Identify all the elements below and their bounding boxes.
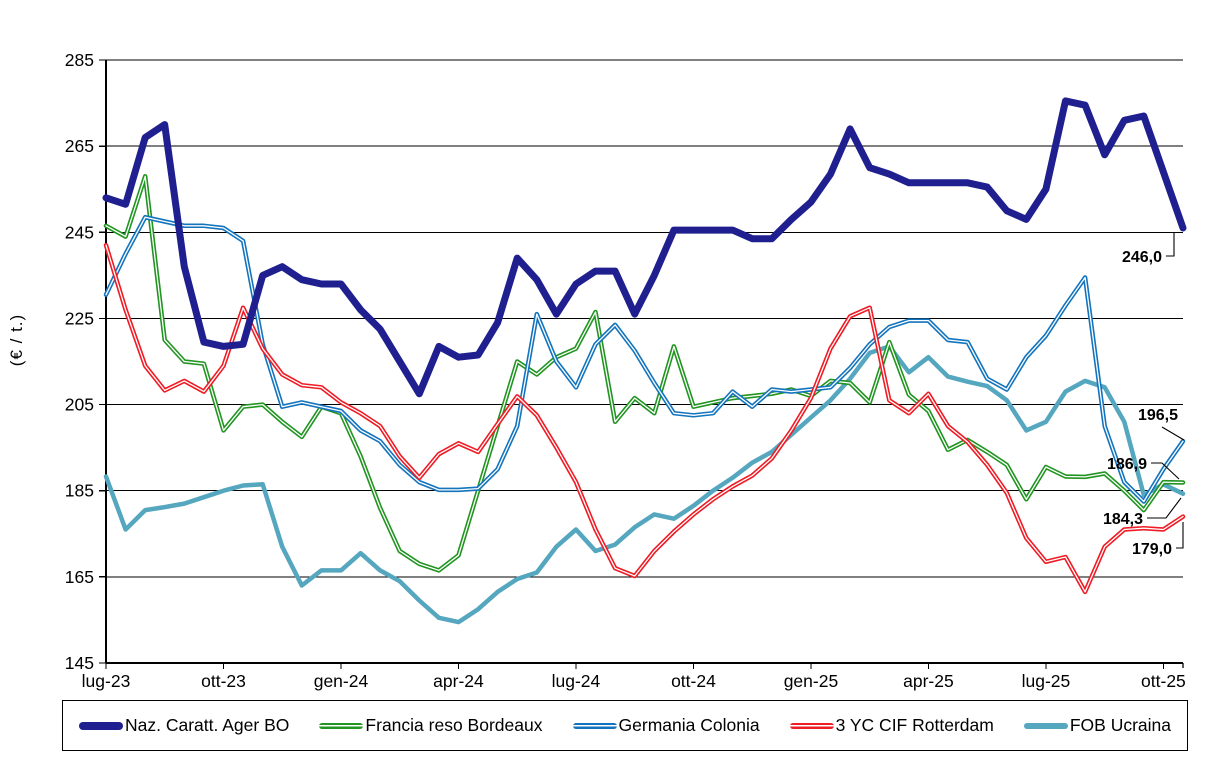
y-tick-label: 165 <box>65 567 94 587</box>
y-tick-label: 265 <box>65 136 94 156</box>
x-tick-label-apr-24: apr-24 <box>433 671 484 691</box>
end-label-leader-fob-ucraina <box>1147 497 1182 519</box>
legend-item-germania-colonia: Germania Colonia <box>572 715 760 736</box>
y-tick-label: 225 <box>65 308 94 328</box>
x-tick-label-gen-25: gen-25 <box>784 671 839 691</box>
end-label-196-5: 196,5 <box>1138 407 1178 424</box>
legend-label-naz-caratt-ager-bo: Naz. Caratt. Ager BO <box>125 715 290 735</box>
legend-swatch-naz-caratt-ager-bo <box>79 721 123 730</box>
series-line-stripe-francia-reso-bordeaux <box>105 175 1184 572</box>
end-label-179-0: 179,0 <box>1132 541 1172 558</box>
series-line-fob-ucraina <box>103 344 1186 625</box>
series-line-stripe-3-yc-cif-rotterdam <box>105 244 1184 593</box>
legend-swatch-germania-colonia <box>572 722 617 729</box>
legend-item-naz-caratt-ager-bo: Naz. Caratt. Ager BO <box>79 715 289 736</box>
legend-label-3-yc-cif-rotterdam: 3 YC CIF Rotterdam <box>835 715 994 735</box>
series-line-francia-reso-bordeaux <box>103 174 1186 573</box>
legend-item-fob-ucraina: FOB Ucraina <box>1023 715 1171 736</box>
y-tick-label: 245 <box>65 222 94 242</box>
y-axis-title: (€ / t.) <box>7 313 26 367</box>
end-label-186-9: 186,9 <box>1107 456 1147 473</box>
end-label-leader-3-yc-cif-rotterdam <box>1176 522 1184 549</box>
x-tick-label-ott-23: ott-23 <box>201 671 246 691</box>
legend-swatch-fob-ucraina <box>1023 722 1068 729</box>
end-label-246-0: 246,0 <box>1122 249 1162 266</box>
series-line-naz-caratt-ager-bo <box>102 97 1187 398</box>
legend-label-fob-ucraina: FOB Ucraina <box>1069 715 1171 735</box>
end-label-184-3: 184,3 <box>1103 511 1143 528</box>
legend-label-germania-colonia: Germania Colonia <box>618 715 760 735</box>
x-tick-label-apr-25: apr-25 <box>903 671 954 691</box>
legend-swatch-francia-reso-bordeaux <box>319 722 364 729</box>
legend-swatch-3-yc-cif-rotterdam <box>789 722 834 729</box>
series-line-stripe-germania-colonia <box>105 216 1184 503</box>
y-tick-label: 205 <box>65 395 94 415</box>
y-tick-label: 285 <box>65 50 94 70</box>
legend-label-francia-reso-bordeaux: Francia reso Bordeaux <box>365 715 543 735</box>
y-tick-label: 185 <box>65 481 94 501</box>
end-label-leader-francia-reso-bordeaux <box>1151 462 1180 480</box>
x-tick-label-ott-25: ott-25 <box>1141 671 1186 691</box>
x-tick-label-ott-24: ott-24 <box>671 671 716 691</box>
x-tick-label-lug-25: lug-25 <box>1022 671 1071 691</box>
legend-item-francia-reso-bordeaux: Francia reso Bordeaux <box>319 715 542 736</box>
chart-legend: Naz. Caratt. Ager BO Francia reso Bordeau… <box>62 700 1188 751</box>
end-label-leader-germania-colonia <box>1161 426 1185 441</box>
y-tick-label: 145 <box>65 653 94 673</box>
x-tick-label-gen-24: gen-24 <box>314 671 369 691</box>
x-tick-label-lug-23: lug-23 <box>82 671 131 691</box>
x-tick-label-lug-24: lug-24 <box>552 671 601 691</box>
legend-item-3-yc-cif-rotterdam: 3 YC CIF Rotterdam <box>789 715 994 736</box>
end-label-leader-naz-caratt-ager-bo <box>1166 232 1175 257</box>
